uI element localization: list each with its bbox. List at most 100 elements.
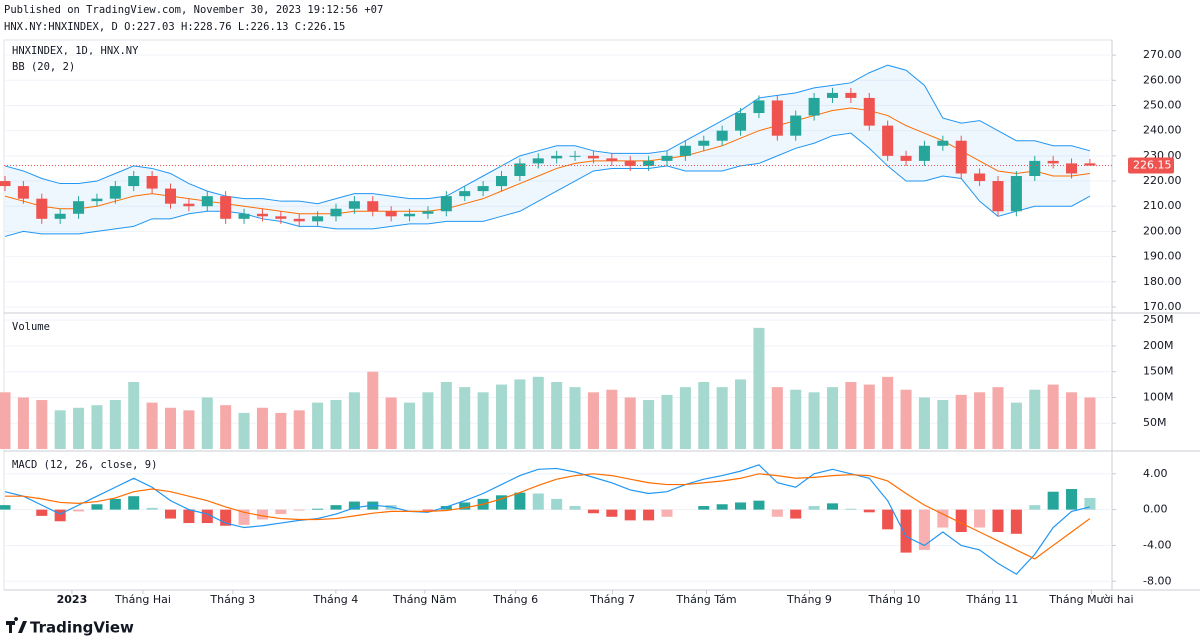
y-tick-label: 4.00 — [1143, 467, 1168, 480]
candle-body — [551, 155, 563, 159]
candle-body — [348, 201, 360, 209]
volume-bar — [606, 389, 618, 449]
candle-body — [1066, 163, 1078, 174]
candle-body — [845, 92, 857, 98]
histogram-bar — [201, 509, 213, 524]
candle-body — [882, 125, 894, 156]
volume-bar — [845, 382, 857, 449]
histogram-bar — [974, 509, 986, 528]
histogram-bar — [238, 509, 250, 525]
histogram-bar — [459, 502, 471, 510]
histogram-bar — [587, 509, 599, 514]
candle-body — [863, 97, 875, 126]
candle-body — [404, 213, 416, 217]
histogram-bar — [992, 509, 1004, 533]
x-tick-label: Tháng 6 — [492, 593, 538, 606]
histogram-bar — [551, 498, 563, 510]
x-tick-label: 2023 — [57, 593, 88, 606]
histogram-bar — [937, 509, 949, 528]
histogram-bar — [293, 509, 305, 511]
candle-body — [587, 155, 599, 159]
y-tick-label: 0.00 — [1143, 503, 1168, 516]
volume-bar — [955, 394, 967, 449]
candle-body — [146, 176, 158, 189]
volume-bar — [293, 410, 305, 449]
volume-bar — [551, 382, 563, 449]
candle-body — [937, 140, 949, 146]
candle-body — [495, 176, 508, 187]
volume-bar — [679, 387, 691, 449]
histogram-bar — [643, 509, 655, 521]
y-tick-label: -4.00 — [1143, 538, 1171, 551]
histogram-bar — [128, 496, 140, 510]
candle-body — [36, 198, 48, 219]
y-tick-label: 270.00 — [1143, 48, 1182, 61]
histogram-bar — [36, 509, 48, 516]
volume-bar — [73, 407, 85, 449]
candle-body — [735, 113, 747, 131]
x-tick-label: Tháng 7 — [589, 593, 635, 606]
histogram-bar — [164, 509, 177, 519]
published-line: Published on TradingView.com, November 3… — [4, 4, 383, 16]
volume-bar — [385, 397, 397, 449]
histogram-bar — [495, 495, 508, 510]
candle-body — [643, 160, 655, 166]
volume-bar — [735, 379, 747, 449]
histogram-bar — [918, 509, 930, 550]
band-line — [4, 64, 1091, 205]
x-tick-label: Tháng 10 — [868, 593, 921, 606]
candle-body — [1010, 176, 1022, 212]
x-tick-label: Tháng Năm — [392, 593, 457, 606]
histogram-bar — [91, 504, 103, 510]
macd-line — [4, 464, 1091, 575]
candle-body — [679, 145, 691, 156]
candle-body — [440, 196, 452, 212]
histogram-bar — [845, 508, 857, 510]
candle-body — [1047, 160, 1059, 164]
candle-body — [606, 158, 618, 161]
ohlc-line: HNX.NY:HNXINDEX, D O:227.03 H:228.76 L:2… — [4, 21, 345, 33]
y-tick-label: 50M — [1143, 416, 1167, 429]
histogram-bar — [514, 492, 526, 510]
histogram-bar — [275, 509, 287, 515]
volume-bar — [808, 392, 820, 449]
candle-body — [238, 213, 250, 219]
histogram-bar — [256, 509, 268, 520]
volume-bar — [54, 410, 66, 449]
volume-bar — [404, 402, 416, 449]
volume-bar — [1066, 392, 1078, 449]
volume-bar — [514, 379, 526, 449]
histogram-bar — [569, 506, 581, 510]
y-tick-label: 250M — [1143, 313, 1174, 326]
histogram-bar — [753, 500, 765, 510]
volume-bar — [91, 405, 103, 449]
histogram-bar — [735, 502, 747, 510]
y-tick-label: 210.00 — [1143, 199, 1182, 212]
histogram-bar — [808, 506, 820, 510]
candle-body — [992, 181, 1004, 212]
candle-body — [918, 145, 930, 161]
candle-body — [164, 188, 177, 204]
x-tick-label: Tháng 11 — [966, 593, 1019, 606]
volume-bar — [183, 410, 195, 449]
candle-body — [1084, 163, 1096, 166]
candle-body — [900, 155, 912, 161]
y-tick-label: -8.00 — [1143, 574, 1171, 587]
candle-body — [698, 140, 710, 146]
volume-bar — [348, 392, 360, 449]
y-tick-label: 180.00 — [1143, 275, 1182, 288]
candle-body — [790, 115, 802, 136]
y-tick-label: 220.00 — [1143, 174, 1182, 187]
candle-body — [220, 196, 232, 219]
candle-body — [826, 92, 839, 98]
candle-body — [477, 186, 489, 192]
volume-bar — [128, 382, 140, 449]
x-tick-label: Tháng 9 — [786, 593, 832, 606]
histogram-bar — [955, 509, 967, 533]
candle-body — [1029, 160, 1041, 176]
histogram-bar — [716, 504, 728, 510]
candle-body — [73, 201, 85, 214]
y-tick-label: 170.00 — [1143, 300, 1182, 313]
candle-body — [109, 186, 121, 199]
volume-bar — [312, 402, 324, 449]
